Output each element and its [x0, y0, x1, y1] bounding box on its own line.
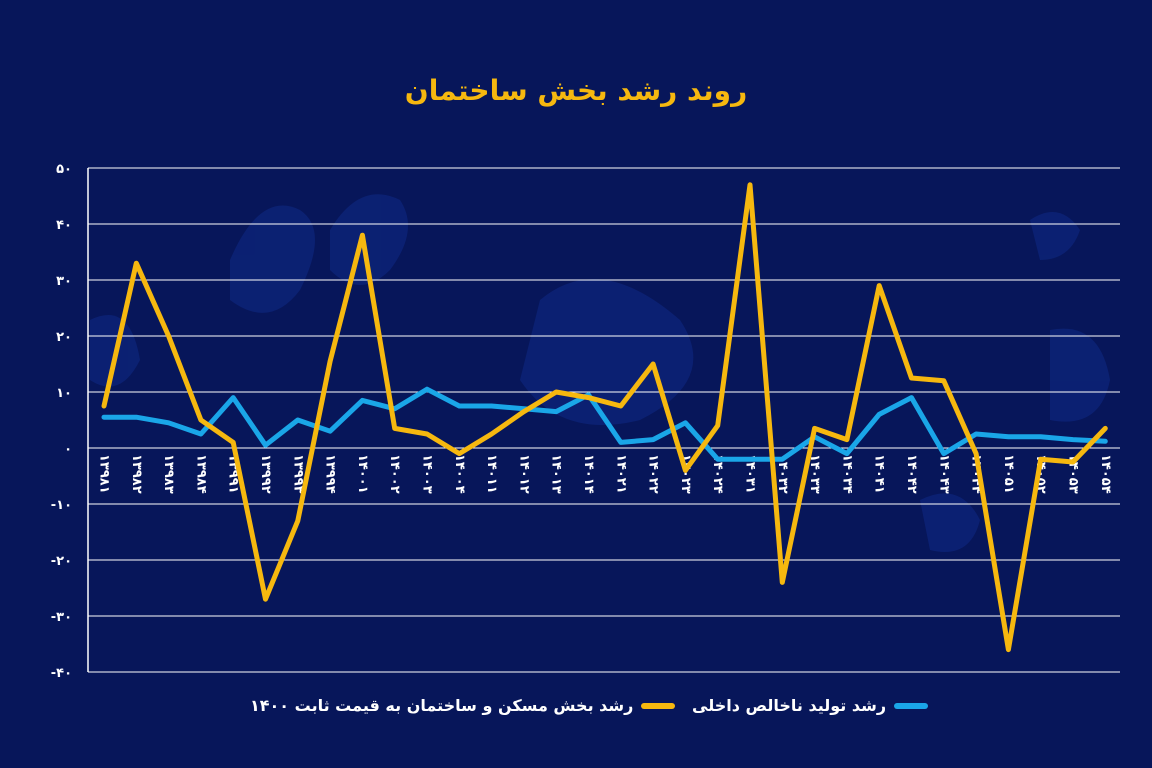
x-tick-label: ۱۳۹۸۱: [97, 454, 112, 494]
gridlines: [88, 167, 1120, 673]
legend-swatch-gdp: [894, 702, 929, 709]
y-tick-label: -۱۰: [51, 498, 72, 513]
y-tick-label: ۱۰: [56, 386, 72, 401]
legend-swatch-housing: [641, 702, 676, 709]
x-tick-label: ۱۴۰۰۱: [355, 454, 370, 494]
y-tick-label: -۲۰: [51, 554, 72, 569]
y-axis-ticks: ۵۰ ۴۰ ۳۰ ۲۰ ۱۰ ۰ -۱۰ -۲۰ -۳۰ -۴۰: [51, 162, 72, 681]
y-tick-label: ۵۰: [56, 162, 72, 177]
legend: رشد بخش مسکن و ساختمان به قیمت ثابت ۱۴۰۰…: [0, 696, 1152, 726]
series-line: [101, 182, 1108, 653]
chart-title: روند رشد بخش ساختمان: [404, 74, 748, 107]
x-tick-label: ۱۴۰۴۱: [872, 454, 887, 494]
x-tick-label: ۱۳۹۸۲: [129, 454, 144, 494]
y-tick-label: ۲۰: [56, 330, 72, 345]
x-tick-label: ۱۴۰۰۴: [452, 454, 467, 494]
x-tick-label: ۱۴۰۰۳: [420, 454, 435, 494]
x-tick-label: ۱۴۰۳۲: [775, 454, 790, 494]
x-tick-label: ۱۳۹۸۳: [161, 454, 176, 494]
x-tick-label: ۱۴۰۱۴: [581, 454, 596, 494]
x-tick-label: ۱۳۹۹۳: [290, 454, 305, 494]
series-line: [101, 386, 1108, 462]
x-tick-label: ۱۳۹۹۴: [323, 454, 338, 494]
series-lines: [101, 182, 1108, 653]
x-tick-label: ۱۴۰۲۱: [613, 454, 628, 494]
x-tick-label: ۱۴۰۲۲: [646, 454, 661, 494]
legend-label-housing: رشد بخش مسکن و ساختمان به قیمت ثابت ۱۴۰۰: [250, 696, 634, 715]
x-tick-label: ۱۴۰۱۳: [549, 454, 564, 494]
y-tick-label: ۴۰: [56, 218, 72, 233]
legend-item-gdp: رشد تولید ناخالص داخلی: [692, 696, 929, 715]
x-tick-label: ۱۳۹۹۲: [258, 454, 273, 494]
legend-label-gdp: رشد تولید ناخالص داخلی: [692, 696, 887, 715]
x-tick-label: ۱۳۹۸۴: [193, 454, 208, 494]
x-tick-label: ۱۴۰۴۳: [936, 454, 951, 494]
y-tick-label: -۴۰: [51, 666, 72, 681]
x-tick-label: ۱۴۰۰۲: [387, 454, 402, 494]
y-tick-label: -۳۰: [51, 610, 72, 625]
y-tick-label: ۰: [64, 442, 72, 457]
x-tick-label: ۱۴۰۲۴: [710, 454, 725, 494]
x-tick-label: ۱۴۰۵۴: [1098, 454, 1113, 494]
x-axis-ticks: ۱۳۹۸۱ ۱۳۹۸۲ ۱۳۹۸۳ ۱۳۹۸۴ ۱۳۹۹۱ ۱۳۹۹۲ ۱۳۹۹۳ ۱۳۹۹۴…: [97, 454, 1113, 494]
x-tick-label: ۱۴۰۱۱: [484, 454, 499, 494]
legend-item-housing: رشد بخش مسکن و ساختمان به قیمت ثابت ۱۴۰۰: [250, 696, 676, 715]
x-tick-label: ۱۴۰۴۲: [904, 454, 919, 494]
x-tick-label: ۱۴۰۱۲: [516, 454, 531, 494]
y-tick-label: ۳۰: [56, 274, 72, 289]
x-tick-label: ۱۴۰۳۴: [839, 454, 854, 494]
x-tick-label: ۱۴۰۵۱: [1001, 454, 1016, 494]
x-tick-label: ۱۴۰۳۳: [807, 454, 822, 494]
x-tick-label: ۱۴۰۳۱: [743, 454, 758, 494]
